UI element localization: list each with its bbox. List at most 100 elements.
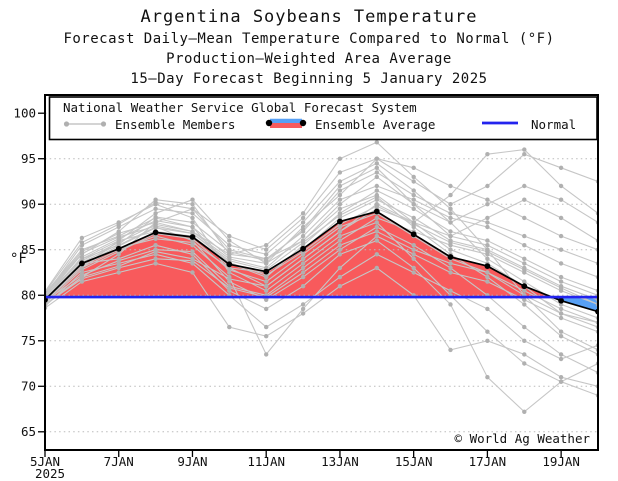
ensemble-member-point [337, 179, 343, 184]
ensemble-member-point [522, 267, 527, 272]
ensemble-member-point [79, 240, 85, 245]
ensemble-member-point [264, 334, 269, 339]
ensemble-average-point [263, 268, 270, 275]
ensemble-member-point [227, 254, 232, 260]
ensemble-member-point [337, 206, 343, 211]
ensemble-member-point [448, 192, 453, 198]
y-tick-label: 65 [21, 424, 36, 439]
y-tick-label: 80 [21, 287, 36, 302]
ensemble-member-point [448, 302, 453, 307]
ensemble-member-point [522, 233, 527, 239]
ensemble-average-sample-dot [265, 119, 273, 127]
ensemble-member-point [227, 238, 232, 243]
chart-subtitle-3: 15–Day Forecast Beginning 5 January 2025 [130, 71, 488, 87]
ensemble-member-point [337, 284, 343, 289]
ensemble-member-point [448, 211, 453, 216]
ensemble-member-point [190, 206, 195, 211]
ensemble-member-point [558, 306, 564, 312]
ensemble-member-point [116, 222, 121, 227]
ensemble-member-point [485, 243, 490, 248]
ensemble-member-point [485, 238, 490, 243]
ensemble-member-point [411, 256, 416, 261]
ensemble-member-point [374, 215, 379, 221]
ensemble-member-point [264, 288, 269, 293]
ensemble-member-point [116, 265, 121, 271]
ensemble-member-point [264, 243, 269, 248]
ensemble-member-point [558, 183, 564, 189]
ensemble-member-point [374, 188, 379, 193]
ensemble-average-line [45, 210, 598, 313]
ensemble-member-point [337, 265, 343, 271]
ensemble-average [45, 208, 598, 315]
legend-label-ensemble-members: Ensemble Members [115, 117, 235, 132]
ensemble-member-point [374, 140, 379, 145]
ensemble-member-point [300, 233, 306, 239]
ensemble-member-point [558, 279, 564, 284]
ensemble-member-point [300, 261, 306, 266]
ensemble-member-point [227, 243, 232, 248]
ensemble-member-point [337, 197, 343, 202]
ensemble-member-point [300, 227, 306, 232]
x-tick-label: 13JAN [321, 454, 359, 469]
ensemble-member-point [337, 188, 343, 193]
ensemble-member-point [374, 194, 379, 200]
ensemble-member-point [411, 215, 416, 221]
ensemble-member-point [337, 229, 343, 234]
ensemble-member-point [79, 254, 85, 260]
ensemble-members-sample-dot [63, 121, 70, 127]
ensemble-member-point [227, 276, 232, 282]
ensemble-member-line-18 [45, 194, 598, 328]
ensemble-member-point [300, 311, 306, 316]
y-tick-label: 75 [21, 333, 36, 348]
ensemble-average-point [484, 263, 491, 269]
ensemble-average-point [226, 261, 233, 268]
ensemble-member-point [374, 170, 379, 175]
ensemble-member-point [558, 197, 564, 202]
ensemble-member-point [374, 165, 379, 170]
ensemble-member-point [485, 375, 490, 380]
ensemble-member-point [522, 302, 527, 307]
ensemble-member-point [411, 197, 416, 202]
x-tick-label: 5JAN [30, 454, 60, 469]
ensemble-member-point [300, 302, 306, 307]
ensemble-member-point [558, 375, 564, 380]
ensemble-member-point [558, 261, 564, 266]
ensemble-member-point [485, 152, 490, 157]
y-tick-label: 85 [21, 242, 36, 257]
ensemble-average-point [337, 218, 343, 225]
ensemble-member-point [153, 261, 158, 266]
ensemble-member-point [485, 329, 490, 334]
y-tick-label: 90 [21, 196, 36, 211]
ensemble-member-point [227, 267, 232, 272]
y-tick-label: 100 [13, 105, 36, 120]
ensemble-member-point [337, 183, 343, 189]
ensemble-member-point [448, 233, 453, 239]
ensemble-member-point [300, 211, 306, 216]
ensemble-member-point [153, 256, 158, 261]
ensemble-member-point [522, 324, 527, 330]
ensemble-member-point [485, 224, 490, 230]
ensemble-member-point [522, 243, 527, 248]
ensemble-member-point [337, 170, 343, 175]
ensemble-member-point [485, 279, 490, 284]
ensemble-member-point [337, 233, 343, 239]
axes: °F 2025 65 70 75 80 85 90 95 100 5JAN 7JAN 9JAN 11J… [10, 105, 580, 481]
ensemble-member-point [300, 240, 306, 245]
ensemble-member-point [485, 202, 490, 207]
ensemble-member-point [190, 258, 195, 263]
ensemble-member-point [116, 270, 121, 275]
ensemble-member-point [411, 202, 416, 207]
ensemble-member-point [374, 224, 379, 230]
ensemble-member-point [227, 285, 232, 291]
ensemble-member-point [300, 220, 306, 225]
ensemble-member-point [300, 215, 306, 221]
ensemble-member-point [374, 233, 379, 239]
ensemble-member-line-20 [45, 208, 598, 306]
ensemble-member-point [153, 218, 158, 223]
ensemble-member-point [116, 231, 121, 236]
ensemble-member-point [411, 206, 416, 211]
y-tick-label: 70 [21, 378, 36, 393]
title-block: Argentina Soybeans Temperature Forecast … [0, 5, 618, 89]
ensemble-member-point [264, 284, 269, 289]
